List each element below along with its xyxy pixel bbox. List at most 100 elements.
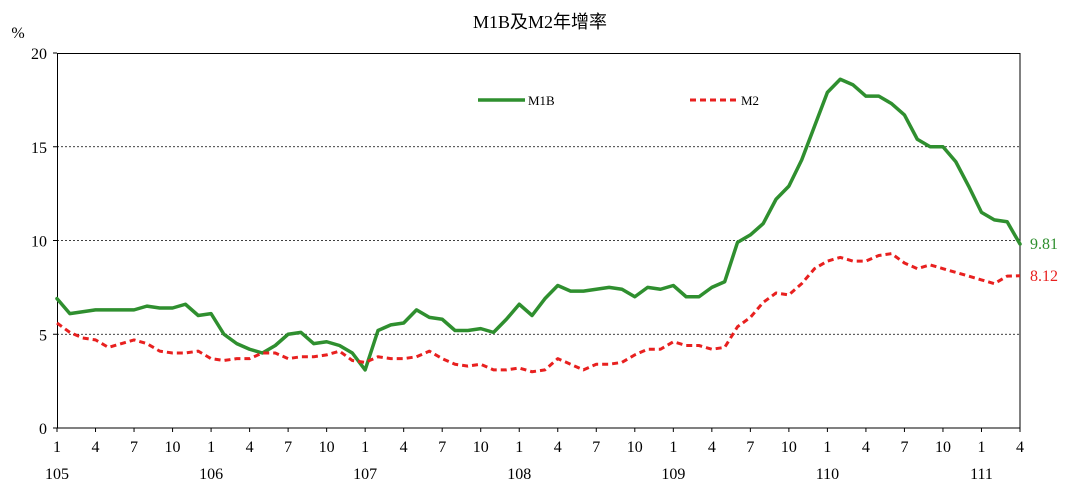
data-point-m2 — [415, 355, 418, 358]
data-point-m2 — [197, 350, 200, 353]
data-point-m2 — [184, 352, 187, 355]
x-tick-label: 10 — [319, 439, 335, 456]
data-point-m1b — [133, 308, 136, 311]
data-point-m2 — [967, 275, 970, 278]
data-point-m1b — [415, 308, 418, 311]
x-tick-label: 1 — [669, 439, 677, 456]
data-point-m2 — [787, 293, 790, 296]
data-point-m2 — [620, 361, 623, 364]
data-point-m2 — [68, 331, 71, 334]
data-point-m2 — [1019, 274, 1022, 277]
data-point-m1b — [428, 316, 431, 319]
data-point-m1b — [466, 329, 469, 332]
data-point-m1b — [954, 160, 957, 163]
data-point-m2 — [646, 348, 649, 351]
data-point-m2 — [377, 355, 380, 358]
data-point-m2 — [107, 346, 110, 349]
data-point-m1b — [877, 95, 880, 98]
data-point-m1b — [556, 284, 559, 287]
data-point-m1b — [235, 342, 238, 345]
data-point-m2 — [428, 350, 431, 353]
x-tick-label: 7 — [900, 439, 908, 456]
x-tick-label: 1 — [977, 439, 985, 456]
data-point-m1b — [839, 78, 842, 81]
data-point-m2 — [81, 337, 84, 340]
data-point-m1b — [646, 286, 649, 289]
x-axis: 1 4 7 10 1 4 7 10 1 4 7 10 1 4 7 10 1 4 7 10 1 4 7 10 1 4 105 106 10… — [45, 428, 1024, 483]
data-point-m1b — [479, 327, 482, 330]
data-point-m1b — [338, 344, 341, 347]
y-tick-label: 15 — [31, 140, 47, 157]
data-point-m2 — [775, 292, 778, 295]
data-point-m2 — [479, 363, 482, 366]
data-point-m1b — [993, 218, 996, 221]
data-point-m1b — [312, 342, 315, 345]
data-point-m1b — [248, 348, 251, 351]
x-tick-label: 4 — [1016, 439, 1024, 456]
x-tick-label: 1 — [361, 439, 369, 456]
data-point-m1b — [787, 185, 790, 188]
data-point-m2 — [659, 348, 662, 351]
data-point-m2 — [94, 338, 97, 341]
data-point-m2 — [133, 338, 136, 341]
data-point-m2 — [466, 365, 469, 368]
data-point-m1b — [608, 286, 611, 289]
data-point-m1b — [852, 83, 855, 86]
data-point-m1b — [659, 288, 662, 291]
x-tick-label: 4 — [862, 439, 870, 456]
data-point-m1b — [698, 295, 701, 298]
data-point-m1b — [210, 312, 213, 315]
data-point-m2 — [929, 263, 932, 266]
data-point-m2 — [351, 359, 354, 362]
x-tick-label: 10 — [935, 439, 951, 456]
data-point-m1b — [94, 308, 97, 311]
data-point-m2 — [171, 352, 174, 355]
data-point-m2 — [877, 254, 880, 257]
y-tick-label: 5 — [39, 327, 47, 344]
chart-title: M1B及M2年增率 — [473, 12, 607, 32]
data-point-m1b — [916, 138, 919, 141]
data-point-m1b — [582, 290, 585, 293]
data-point-m1b — [81, 310, 84, 313]
data-point-m2 — [890, 252, 893, 255]
x-tick-label: 4 — [400, 439, 408, 456]
data-point-m2 — [56, 322, 59, 325]
data-point-m2 — [980, 278, 983, 281]
data-point-m1b — [505, 318, 508, 321]
x-tick-label: 7 — [438, 439, 446, 456]
data-point-m1b — [762, 222, 765, 225]
data-point-m2 — [633, 353, 636, 356]
data-point-m1b — [107, 308, 110, 311]
x-tick-label: 1 — [53, 439, 61, 456]
data-point-m1b — [672, 284, 675, 287]
data-point-m2 — [749, 316, 752, 319]
x-tick-label: 7 — [592, 439, 600, 456]
data-point-m2 — [941, 267, 944, 270]
data-point-m2 — [800, 282, 803, 285]
data-point-m1b — [299, 331, 302, 334]
data-point-m2 — [505, 368, 508, 371]
x-year-label: 108 — [507, 466, 531, 483]
end-value-labels: 9.81 8.12 — [1030, 236, 1058, 285]
data-point-m2 — [543, 368, 546, 371]
y-tick-label: 20 — [31, 46, 47, 63]
data-point-m1b — [197, 314, 200, 317]
data-point-m1b — [441, 318, 444, 321]
data-point-m2 — [261, 352, 264, 355]
data-point-m2 — [274, 352, 277, 355]
x-tick-label: 10 — [781, 439, 797, 456]
y-axis: 0 5 10 15 20 — [31, 46, 57, 438]
x-year-label: 109 — [661, 466, 685, 483]
x-tick-label: 10 — [627, 439, 643, 456]
data-point-m1b — [929, 145, 932, 148]
data-point-m2 — [402, 357, 405, 360]
data-point-m1b — [967, 185, 970, 188]
series-line-m2 — [56, 252, 1021, 374]
data-point-m2 — [210, 357, 213, 360]
x-tick-label: 1 — [207, 439, 215, 456]
data-point-m1b — [158, 307, 161, 310]
data-point-m2 — [518, 367, 521, 370]
data-point-m2 — [685, 344, 688, 347]
y-tick-label: 10 — [31, 234, 47, 251]
